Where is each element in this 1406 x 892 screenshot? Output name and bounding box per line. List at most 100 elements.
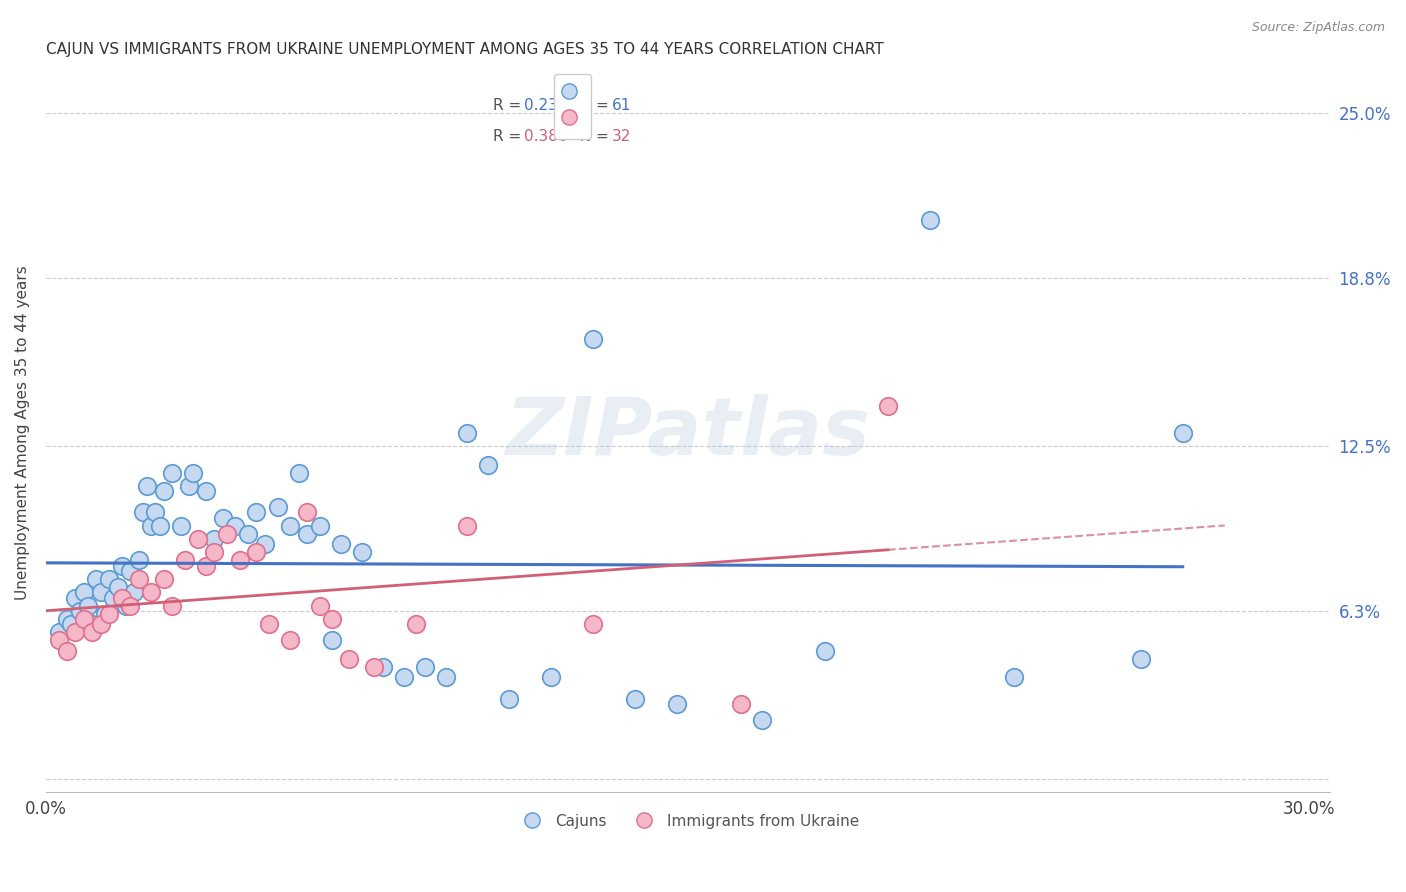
Point xyxy=(1002,671,1025,685)
Point xyxy=(90,585,112,599)
Point xyxy=(103,591,125,605)
Point xyxy=(666,697,689,711)
Point xyxy=(132,505,155,519)
Point xyxy=(82,617,104,632)
Point xyxy=(202,545,225,559)
Point xyxy=(115,599,138,613)
Point xyxy=(308,518,330,533)
Point xyxy=(287,466,309,480)
Point xyxy=(73,612,96,626)
Point xyxy=(111,558,134,573)
Point xyxy=(337,652,360,666)
Text: R =: R = xyxy=(494,129,526,144)
Point xyxy=(877,399,900,413)
Point xyxy=(1171,425,1194,440)
Point xyxy=(308,599,330,613)
Point xyxy=(278,518,301,533)
Point xyxy=(141,518,163,533)
Point xyxy=(751,713,773,727)
Point xyxy=(456,518,478,533)
Point xyxy=(120,564,142,578)
Point xyxy=(624,691,647,706)
Point xyxy=(162,466,184,480)
Text: R =: R = xyxy=(494,98,526,113)
Point xyxy=(170,518,193,533)
Point xyxy=(86,572,108,586)
Point xyxy=(111,591,134,605)
Point xyxy=(186,532,208,546)
Point xyxy=(211,510,233,524)
Point xyxy=(295,526,318,541)
Point xyxy=(278,633,301,648)
Text: N =: N = xyxy=(569,129,613,144)
Point xyxy=(73,585,96,599)
Point xyxy=(392,671,415,685)
Point xyxy=(582,333,605,347)
Point xyxy=(124,585,146,599)
Point xyxy=(363,660,385,674)
Point xyxy=(1129,652,1152,666)
Point xyxy=(60,617,83,632)
Point xyxy=(405,617,427,632)
Point xyxy=(321,633,343,648)
Point xyxy=(413,660,436,674)
Point xyxy=(56,612,79,626)
Y-axis label: Unemployment Among Ages 35 to 44 years: Unemployment Among Ages 35 to 44 years xyxy=(15,265,30,600)
Point xyxy=(295,505,318,519)
Text: 61: 61 xyxy=(612,98,631,113)
Point xyxy=(65,591,87,605)
Point xyxy=(145,505,167,519)
Point xyxy=(141,585,163,599)
Point xyxy=(371,660,394,674)
Point xyxy=(814,644,837,658)
Point xyxy=(245,545,267,559)
Point xyxy=(194,558,217,573)
Text: 0.236: 0.236 xyxy=(523,98,567,113)
Point xyxy=(477,458,499,472)
Point xyxy=(98,572,121,586)
Point xyxy=(179,479,201,493)
Point xyxy=(202,532,225,546)
Point xyxy=(456,425,478,440)
Point xyxy=(215,526,238,541)
Point xyxy=(94,607,117,621)
Point xyxy=(153,572,176,586)
Point xyxy=(149,518,172,533)
Text: 32: 32 xyxy=(612,129,631,144)
Point xyxy=(136,479,159,493)
Point xyxy=(90,617,112,632)
Point xyxy=(174,553,197,567)
Point xyxy=(540,671,562,685)
Text: ZIPatlas: ZIPatlas xyxy=(506,393,870,472)
Point xyxy=(65,625,87,640)
Text: 0.386: 0.386 xyxy=(523,129,567,144)
Legend: Cajuns, Immigrants from Ukraine: Cajuns, Immigrants from Ukraine xyxy=(510,807,866,835)
Point xyxy=(48,633,70,648)
Point xyxy=(82,625,104,640)
Point xyxy=(329,537,352,551)
Point xyxy=(128,553,150,567)
Point xyxy=(253,537,276,551)
Point xyxy=(194,484,217,499)
Point xyxy=(224,518,246,533)
Point xyxy=(266,500,288,515)
Text: N =: N = xyxy=(569,98,613,113)
Point xyxy=(236,526,259,541)
Point xyxy=(56,644,79,658)
Point xyxy=(920,212,942,227)
Text: Source: ZipAtlas.com: Source: ZipAtlas.com xyxy=(1251,21,1385,34)
Point xyxy=(498,691,520,706)
Point xyxy=(107,580,129,594)
Point xyxy=(162,599,184,613)
Point xyxy=(128,572,150,586)
Point xyxy=(350,545,373,559)
Point xyxy=(257,617,280,632)
Point xyxy=(181,466,204,480)
Point xyxy=(48,625,70,640)
Point xyxy=(153,484,176,499)
Text: CAJUN VS IMMIGRANTS FROM UKRAINE UNEMPLOYMENT AMONG AGES 35 TO 44 YEARS CORRELAT: CAJUN VS IMMIGRANTS FROM UKRAINE UNEMPLO… xyxy=(46,42,884,57)
Point xyxy=(77,599,100,613)
Point xyxy=(228,553,250,567)
Point xyxy=(120,599,142,613)
Point xyxy=(730,697,752,711)
